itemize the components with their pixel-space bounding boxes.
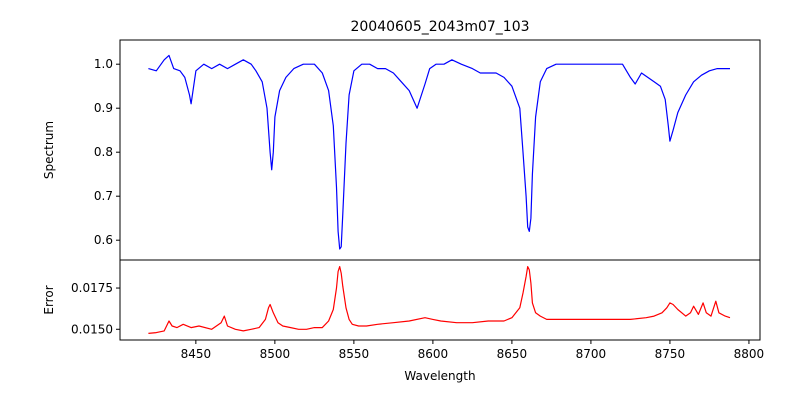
wavelength-x-ticks: 8450 8500 8550 8600 8650 8700 8750 8800	[181, 340, 765, 361]
spectrum-y-tick-label: 0.8	[94, 145, 113, 159]
spectrum-y-tick-label: 0.9	[94, 101, 113, 115]
spectrum-y-tick-label: 0.6	[94, 233, 113, 247]
x-tick-label: 8600	[418, 347, 449, 361]
x-axis-label: Wavelength	[404, 369, 475, 383]
spectrum-y-tick-label: 0.7	[94, 189, 113, 203]
x-tick-label: 8750	[655, 347, 686, 361]
spectrum-line	[148, 54, 730, 250]
error-y-ticks: 0.0150 0.0175	[71, 281, 120, 336]
chart-title: 20040605_2043m07_103	[350, 19, 529, 35]
spectrum-panel: 0.6 0.7 0.8 0.9 1.0 Spectrum	[42, 39, 761, 261]
spectrum-plot-area	[120, 40, 760, 260]
spectrum-y-tick-label: 1.0	[94, 57, 113, 71]
error-y-tick-label: 0.0150	[71, 322, 113, 336]
x-tick-label: 8650	[497, 347, 528, 361]
x-tick-label: 8550	[339, 347, 370, 361]
x-tick-label: 8500	[260, 347, 291, 361]
error-plot-area	[120, 260, 760, 340]
spectrum-y-ticks: 0.6 0.7 0.8 0.9 1.0	[94, 57, 120, 247]
x-tick-label: 8800	[734, 347, 765, 361]
error-panel: 0.0150 0.0175 8450 8500 8550 8600 8650 8700 875…	[42, 259, 765, 383]
error-y-tick-label: 0.0175	[71, 281, 113, 295]
spectrum-y-axis-label: Spectrum	[42, 121, 56, 179]
error-y-axis-label: Error	[42, 285, 56, 314]
error-frame	[119, 259, 761, 341]
error-line	[148, 266, 731, 334]
x-tick-label: 8700	[576, 347, 607, 361]
x-tick-label: 8450	[181, 347, 212, 361]
